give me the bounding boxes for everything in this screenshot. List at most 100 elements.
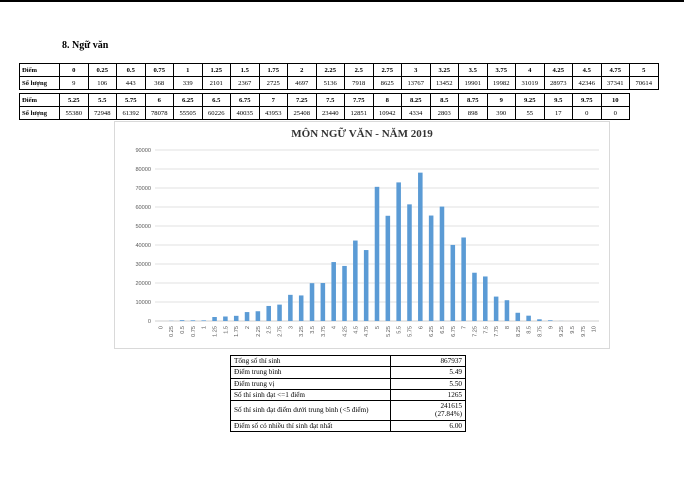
chart-title: MÔN NGỮ VĂN - NĂM 2019 (291, 128, 433, 140)
y-tick-label: 10000 (135, 300, 151, 306)
score-cell: 4.25 (543, 63, 573, 77)
stats-row: Điểm số có nhiều thí sinh đạt nhất 6.00 (230, 419, 466, 432)
score-cell: 9 (486, 93, 516, 107)
count-cell: 106 (87, 76, 117, 90)
stats-value: 867937 (390, 354, 466, 368)
bar (407, 204, 412, 321)
score-cell: 4 (515, 63, 545, 77)
x-tick-label: 4 (332, 326, 338, 329)
x-tick-label: 3 (288, 326, 294, 329)
bar (428, 215, 434, 321)
stats-label: Điểm trung bình (230, 366, 391, 379)
score-cell: 6.25 (173, 93, 203, 107)
score-row: Điểm 5.25 5.5 5.75 6 6.25 6.5 6.75 7 7.25 7.5 7.75 8… (19, 93, 630, 107)
count-cell: 78078 (144, 106, 174, 120)
count-cell: 31019 (515, 76, 545, 90)
x-tick-label: 6.25 (429, 326, 435, 337)
count-cell: 43953 (258, 106, 288, 120)
x-tick-label: 7.25 (472, 326, 478, 337)
count-cell: 12851 (344, 106, 374, 120)
stats-value: 5.49 (390, 366, 466, 379)
score-cell: 3.5 (458, 63, 488, 77)
count-cell: 0 (600, 106, 630, 120)
count-cell: 19982 (486, 76, 516, 90)
count-cell: 2101 (201, 76, 231, 90)
stats-label: Số thí sinh đạt điểm dưới trung bình (<5… (230, 400, 391, 421)
x-tick-label: 9.25 (559, 326, 565, 337)
bar (223, 316, 228, 321)
page-top-border (0, 0, 684, 2)
score-cell: 10 (600, 93, 630, 107)
x-tick-label: 0 (158, 326, 164, 329)
score-cell: 5.5 (87, 93, 117, 107)
score-cell: 2.25 (315, 63, 345, 77)
y-tick-label: 0 (148, 319, 151, 325)
score-cell: 4.75 (600, 63, 630, 77)
score-cell: 7.25 (287, 93, 317, 107)
y-tick-label: 60000 (135, 205, 151, 211)
x-tick-label: 5.75 (407, 326, 413, 337)
section-heading: 8. Ngữ văn (62, 40, 109, 51)
score-cell: 9.75 (572, 93, 602, 107)
bar (483, 276, 488, 321)
count-cell: 37341 (600, 76, 630, 90)
score-cell: 5.25 (59, 93, 89, 107)
bar (244, 312, 250, 321)
x-tick-label: 9.75 (581, 326, 587, 337)
y-tick-label: 40000 (135, 243, 151, 249)
x-tick-label: 2.5 (267, 326, 273, 334)
bar (201, 320, 207, 321)
count-cell: 8625 (372, 76, 402, 90)
score-label: Điểm (19, 93, 60, 107)
count-cell: 2803 (429, 106, 459, 120)
score-cell: 7.5 (315, 93, 345, 107)
count-row: Số lượng 9 106 443 368 339 2101 2367 2725 4697 513… (19, 76, 659, 90)
y-tick-label: 80000 (135, 167, 151, 173)
stats-row: Số thí sinh đạt <=1 điểm 1265 (230, 388, 466, 402)
x-tick-label: 8.75 (537, 326, 543, 337)
stats-label: Tổng số thí sinh (230, 354, 391, 368)
score-cell: 2.75 (372, 63, 402, 77)
count-cell: 9 (59, 76, 89, 90)
score-table-1: Điểm 0 0.25 0.5 0.75 1 1.25 1.5 1.75 2 2.25 2.5 2.75… (19, 63, 659, 90)
score-table-2: Điểm 5.25 5.5 5.75 6 6.25 6.5 6.75 7 7.25 7.5 7.75 8… (19, 93, 630, 120)
x-tick-label: 5 (375, 326, 381, 329)
bar (504, 300, 510, 321)
bar (320, 283, 326, 321)
x-tick-label: 3.75 (321, 326, 327, 337)
count-cell: 55 (515, 106, 545, 120)
x-tick-label: 1.75 (234, 326, 240, 337)
x-tick-label: 4.25 (343, 326, 349, 337)
bar (179, 320, 185, 321)
x-tick-label: 7.75 (494, 326, 500, 337)
x-tick-label: 1.25 (213, 326, 219, 337)
chart-plot: 0 10000 20000 30000 40000 50000 60000 70000 8000… (135, 148, 599, 337)
x-tick-label: 0.25 (169, 326, 175, 337)
score-cell: 1.5 (230, 63, 260, 77)
count-cell: 5136 (315, 76, 345, 90)
count-cell: 13452 (429, 76, 459, 90)
stats-value: 241615 (27.84%) (390, 400, 466, 421)
score-cell: 3.25 (429, 63, 459, 77)
score-cell: 2 (287, 63, 317, 77)
score-cell: 7 (258, 93, 288, 107)
score-cell: 6 (144, 93, 174, 107)
count-cell: 61392 (116, 106, 146, 120)
bar (342, 265, 347, 321)
score-cell: 2.5 (344, 63, 374, 77)
stats-value: 1265 (390, 388, 466, 402)
stats-row: Điểm trung bình 5.49 (230, 366, 466, 379)
score-distribution-chart: MÔN NGỮ VĂN - NĂM 2019 0 10000 20000 30000 4… (114, 121, 610, 349)
score-cell: 0.5 (116, 63, 146, 77)
x-tick-label: 1 (202, 326, 208, 329)
score-cell: 8.25 (401, 93, 431, 107)
x-tick-label: 7.5 (483, 326, 489, 334)
count-cell: 70614 (629, 76, 659, 90)
bar (418, 172, 423, 321)
score-row: Điểm 0 0.25 0.5 0.75 1 1.25 1.5 1.75 2 2.25 2.5 2.75… (19, 63, 659, 77)
count-cell: 10942 (372, 106, 402, 120)
stats-row: Điểm trung vị 5.50 (230, 377, 466, 390)
y-tick-label: 30000 (135, 262, 151, 268)
score-cell: 3.75 (486, 63, 516, 77)
bar (190, 320, 196, 321)
